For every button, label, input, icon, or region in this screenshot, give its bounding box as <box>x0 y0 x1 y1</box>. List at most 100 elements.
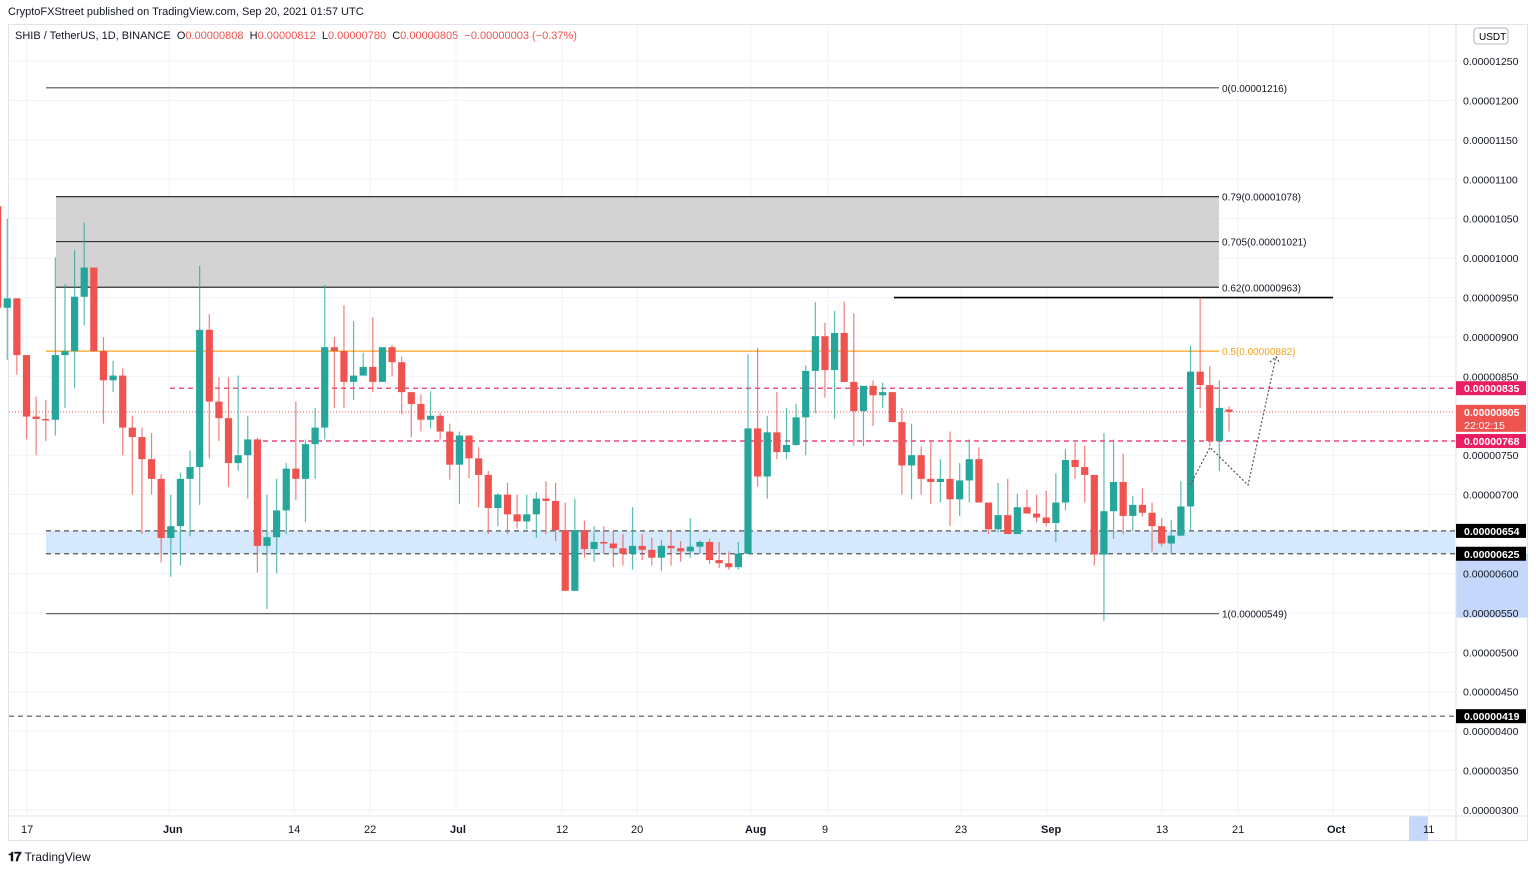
candle-body[interactable] <box>426 415 435 420</box>
candle-body[interactable] <box>417 403 425 420</box>
candle-body[interactable] <box>378 347 387 382</box>
candle-body[interactable] <box>147 459 156 479</box>
candle-body[interactable] <box>1158 526 1166 544</box>
candle-body[interactable] <box>1081 467 1089 475</box>
candle-body[interactable] <box>580 530 589 550</box>
candle-body[interactable] <box>61 351 69 356</box>
candle-body[interactable] <box>561 530 569 591</box>
candle-body[interactable] <box>638 545 646 550</box>
candle-body[interactable] <box>657 545 666 558</box>
candle-body[interactable] <box>1186 371 1195 507</box>
candle-body[interactable] <box>850 381 858 412</box>
candle-body[interactable] <box>1109 482 1118 512</box>
candle-body[interactable] <box>859 385 868 412</box>
candle-body[interactable] <box>407 392 415 404</box>
candle-body[interactable] <box>744 428 752 554</box>
currency-button[interactable] <box>1473 27 1509 45</box>
candle-body[interactable] <box>22 355 31 417</box>
candle-body[interactable] <box>888 392 896 423</box>
candle-body[interactable] <box>542 498 550 501</box>
candle-body[interactable] <box>1100 511 1108 555</box>
candle-body[interactable] <box>965 459 973 481</box>
candle-body[interactable] <box>1004 515 1012 535</box>
candle-body[interactable] <box>455 435 463 465</box>
candle-body[interactable] <box>167 526 175 538</box>
candle-body[interactable] <box>51 355 59 420</box>
candle-body[interactable] <box>340 351 348 382</box>
candle-body[interactable] <box>1090 474 1098 555</box>
candle-body[interactable] <box>715 560 723 564</box>
candle-body[interactable] <box>0 206 2 308</box>
candle-body[interactable] <box>811 336 819 371</box>
candle-body[interactable] <box>205 329 213 402</box>
candle-body[interactable] <box>840 333 848 382</box>
candle-body[interactable] <box>763 432 771 477</box>
candle-body[interactable] <box>1138 504 1147 513</box>
candle-body[interactable] <box>869 385 877 396</box>
candle-body[interactable] <box>263 537 271 546</box>
candle-body[interactable] <box>648 549 656 558</box>
candle-body[interactable] <box>224 418 233 464</box>
candle-body[interactable] <box>532 498 540 515</box>
candle-body[interactable] <box>609 543 617 549</box>
candle-body[interactable] <box>907 455 916 466</box>
candle-body[interactable] <box>1206 385 1214 442</box>
candle-body[interactable] <box>725 563 733 568</box>
candle-body[interactable] <box>292 468 300 479</box>
candle-body[interactable] <box>1167 535 1175 544</box>
candle-body[interactable] <box>196 329 204 468</box>
candle-body[interactable] <box>1148 512 1156 527</box>
candle-body[interactable] <box>138 437 146 460</box>
candle-body[interactable] <box>253 439 261 546</box>
candle-body[interactable] <box>513 514 521 522</box>
candle-body[interactable] <box>782 444 791 453</box>
candle-body[interactable] <box>1225 409 1233 412</box>
candle-body[interactable] <box>32 416 40 419</box>
candle-body[interactable] <box>311 427 319 445</box>
candle-body[interactable] <box>686 546 694 552</box>
candle-body[interactable] <box>42 418 50 421</box>
candle-body[interactable] <box>898 422 906 466</box>
candle-body[interactable] <box>330 347 338 352</box>
candle-body[interactable] <box>157 478 165 538</box>
candle-body[interactable] <box>946 478 954 500</box>
candle-body[interactable] <box>600 541 608 544</box>
candle-body[interactable] <box>1042 517 1050 524</box>
candle-body[interactable] <box>1061 459 1070 503</box>
candle-body[interactable] <box>234 455 242 464</box>
candle-body[interactable] <box>398 362 406 393</box>
candle-body[interactable] <box>465 435 473 459</box>
candle-body[interactable] <box>321 347 329 428</box>
candle-body[interactable] <box>484 474 492 509</box>
candle-body[interactable] <box>773 432 781 453</box>
candle-body[interactable] <box>494 494 502 509</box>
candle-body[interactable] <box>119 375 127 428</box>
candle-body[interactable] <box>879 392 887 396</box>
candle-body[interactable] <box>475 458 483 475</box>
candle-body[interactable] <box>90 267 98 352</box>
candle-body[interactable] <box>503 494 512 515</box>
candle-body[interactable] <box>667 545 675 549</box>
candle-body[interactable] <box>301 444 310 479</box>
candle-body[interactable] <box>628 545 637 554</box>
candle-body[interactable] <box>186 467 194 479</box>
candle-body[interactable] <box>975 459 983 503</box>
candle-body[interactable] <box>696 541 704 547</box>
candle-body[interactable] <box>1196 371 1204 386</box>
candle-body[interactable] <box>109 375 117 381</box>
candle-body[interactable] <box>176 478 185 527</box>
candle-body[interactable] <box>956 480 964 500</box>
candle-body[interactable] <box>13 298 21 356</box>
candle-body[interactable] <box>1013 507 1021 535</box>
candle-body[interactable] <box>619 548 627 554</box>
candle-body[interactable] <box>936 478 944 483</box>
candle-body[interactable] <box>927 478 935 483</box>
candle-body[interactable] <box>984 502 993 530</box>
candle-body[interactable] <box>1071 459 1079 468</box>
candle-body[interactable] <box>754 428 762 477</box>
candle-body[interactable] <box>128 427 136 438</box>
candle-body[interactable] <box>349 375 358 382</box>
candle-body[interactable] <box>802 370 810 418</box>
candle-body[interactable] <box>1033 513 1041 518</box>
